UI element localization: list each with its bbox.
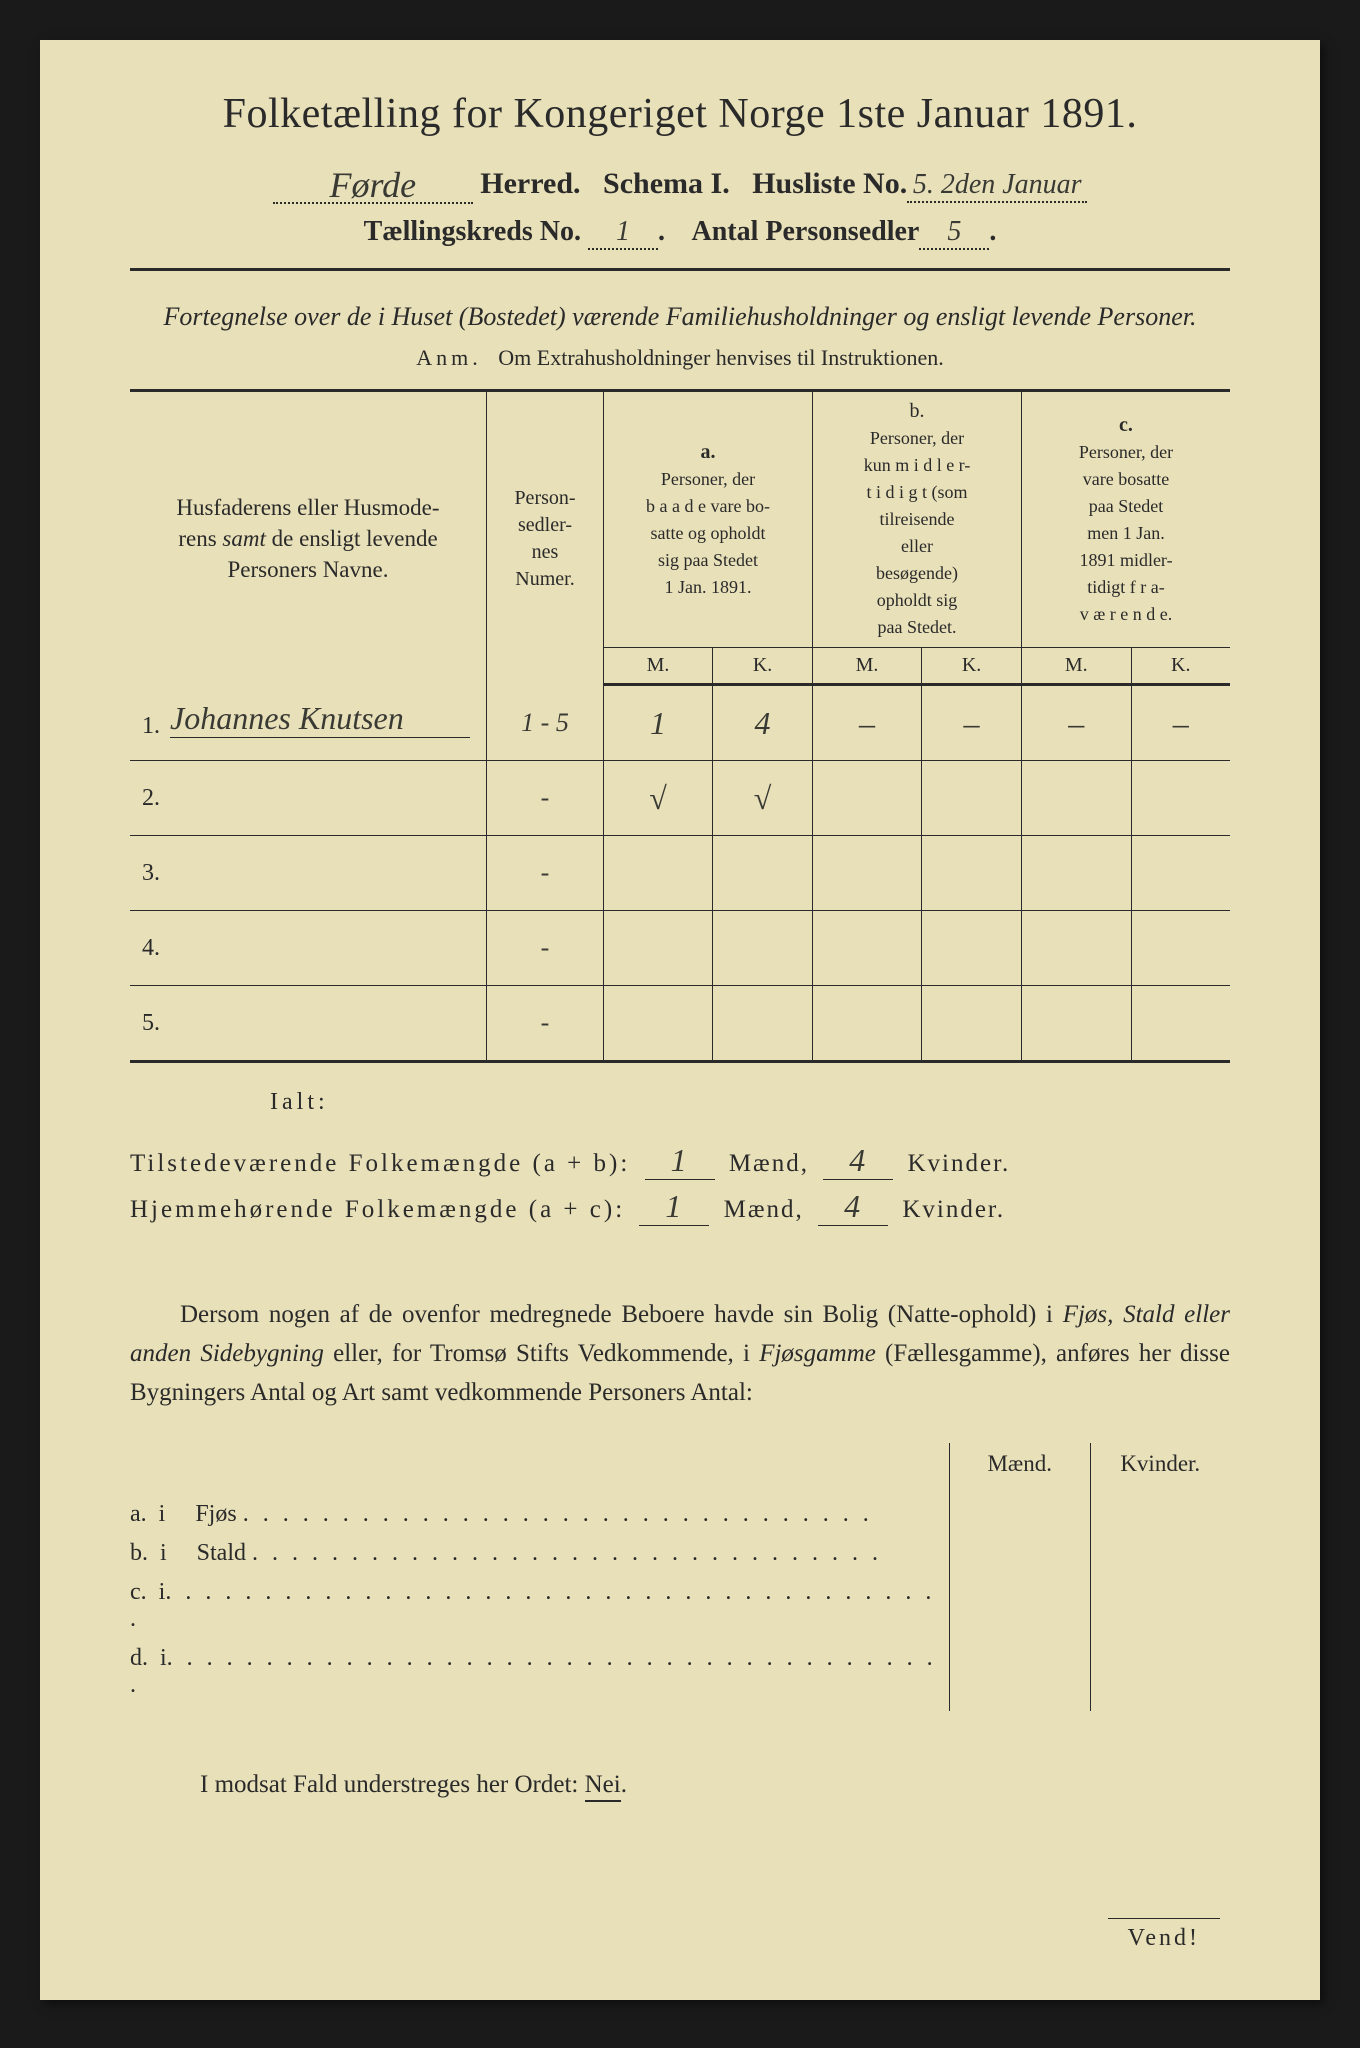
bm-cell xyxy=(813,761,922,836)
cm-cell: – xyxy=(1022,685,1132,761)
cm-cell xyxy=(1022,836,1132,911)
ak-cell: √ xyxy=(713,761,813,836)
bk-cell xyxy=(922,761,1022,836)
page-title: Folketælling for Kongeriget Norge 1ste J… xyxy=(130,90,1230,138)
col-b-k: K. xyxy=(922,648,1022,685)
col-c-k: K. xyxy=(1131,648,1230,685)
herred-label: Herred. xyxy=(480,167,580,200)
instructions-paragraph: Dersom nogen af de ovenfor medregnede Be… xyxy=(130,1296,1230,1412)
ck-cell xyxy=(1131,836,1230,911)
census-form-page: Folketælling for Kongeriget Norge 1ste J… xyxy=(40,40,1320,2000)
col-name-header: Husfaderens eller Husmode-rens samt de e… xyxy=(130,391,487,685)
note-label: Anm. xyxy=(416,345,482,370)
num-cell: - xyxy=(487,761,604,836)
building-section: a. i Fjøs . . . . . . . . . . . . . . . … xyxy=(130,1443,1230,1711)
kreds-value: 1 xyxy=(616,216,630,247)
table-row: 2. - √ √ xyxy=(130,761,1230,836)
ialt-label: Ialt: xyxy=(270,1089,1230,1116)
table-row: 5. - xyxy=(130,986,1230,1062)
antal-value: 5 xyxy=(947,216,961,247)
husliste-field: 5. 2den Januar xyxy=(907,167,1087,203)
bk-cell xyxy=(922,836,1022,911)
bm-cell xyxy=(813,986,922,1062)
col-a-m: M. xyxy=(604,648,713,685)
building-row: a. i Fjøs . . . . . . . . . . . . . . . … xyxy=(130,1501,949,1528)
form-subtitle: Fortegnelse over de i Huset (Bostedet) v… xyxy=(130,299,1230,335)
name-cell: 1.Johannes Knutsen xyxy=(130,685,487,761)
header-line-2: Tællingskreds No. 1. Antal Personsedler5… xyxy=(130,216,1230,250)
col-a-header: a. Personer, derb a a d e vare bo-satte … xyxy=(604,391,813,648)
building-row: d. i. . . . . . . . . . . . . . . . . . … xyxy=(130,1645,949,1699)
bm-cell: – xyxy=(813,685,922,761)
name-cell: 2. xyxy=(130,761,487,836)
building-row: b. i Stald . . . . . . . . . . . . . . .… xyxy=(130,1540,949,1567)
num-cell: - xyxy=(487,836,604,911)
table-row: 4. - xyxy=(130,911,1230,986)
schema-label: Schema I. xyxy=(603,167,730,200)
table-row: 3. - xyxy=(130,836,1230,911)
header-line-1: Førde Herred. Schema I. Husliste No.5. 2… xyxy=(130,160,1230,204)
name-cell: 3. xyxy=(130,836,487,911)
col-a-k: K. xyxy=(713,648,813,685)
ck-cell: – xyxy=(1131,685,1230,761)
ak-cell xyxy=(713,911,813,986)
building-kvinder-header: Kvinder. xyxy=(1091,1443,1231,1711)
name-cell: 4. xyxy=(130,911,487,986)
note-text: Om Extrahusholdninger henvises til Instr… xyxy=(498,345,943,370)
ck-cell xyxy=(1131,911,1230,986)
closing-line: I modsat Fald understreges her Ordet: Ne… xyxy=(130,1771,1230,1799)
building-row: c. i. . . . . . . . . . . . . . . . . . … xyxy=(130,1579,949,1633)
household-table: Husfaderens eller Husmode-rens samt de e… xyxy=(130,389,1230,1063)
bm-cell xyxy=(813,911,922,986)
col-c-header: c. Personer, dervare bosattepaa Stedetme… xyxy=(1022,391,1231,648)
cm-cell xyxy=(1022,986,1132,1062)
col-b-header: b. Personer, derkun m i d l e r-t i d i … xyxy=(813,391,1022,648)
name-cell: 5. xyxy=(130,986,487,1062)
am-cell xyxy=(604,836,713,911)
num-cell: - xyxy=(487,911,604,986)
kreds-field: 1 xyxy=(588,216,658,250)
bk-cell: – xyxy=(922,685,1022,761)
cm-cell xyxy=(1022,761,1132,836)
summary-line-1: Tilstedeværende Folkemængde (a + b): 1 M… xyxy=(130,1142,1230,1180)
kreds-label: Tællingskreds No. xyxy=(364,216,581,247)
divider xyxy=(130,268,1230,271)
ak-cell xyxy=(713,986,813,1062)
bk-cell xyxy=(922,986,1022,1062)
am-cell xyxy=(604,986,713,1062)
herred-field: Førde xyxy=(273,160,473,204)
husliste-label: Husliste No. xyxy=(752,167,907,200)
col-b-m: M. xyxy=(813,648,922,685)
col-num-header: Person-sedler-nesNumer. xyxy=(487,391,604,685)
husliste-value: 5. 2den Januar xyxy=(913,169,1082,200)
antal-field: 5 xyxy=(919,216,989,250)
am-cell: 1 xyxy=(604,685,713,761)
cm-cell xyxy=(1022,911,1132,986)
am-cell xyxy=(604,911,713,986)
table-row: 1.Johannes Knutsen 1 - 5 1 4 – – – – xyxy=(130,685,1230,761)
summary-line-2: Hjemmehørende Folkemængde (a + c): 1 Mæn… xyxy=(130,1188,1230,1226)
building-maend-header: Mænd. xyxy=(950,1443,1091,1711)
num-cell: - xyxy=(487,986,604,1062)
ck-cell xyxy=(1131,761,1230,836)
ck-cell xyxy=(1131,986,1230,1062)
form-note: Anm. Om Extrahusholdninger henvises til … xyxy=(130,345,1230,371)
ak-cell: 4 xyxy=(713,685,813,761)
bm-cell xyxy=(813,836,922,911)
num-cell: 1 - 5 xyxy=(487,685,604,761)
antal-label: Antal Personsedler xyxy=(691,216,919,247)
col-c-m: M. xyxy=(1022,648,1132,685)
nei-word: Nei xyxy=(585,1771,621,1802)
vend-label: Vend! xyxy=(1108,1918,1220,1952)
ak-cell xyxy=(713,836,813,911)
am-cell: √ xyxy=(604,761,713,836)
bk-cell xyxy=(922,911,1022,986)
herred-value: Førde xyxy=(329,165,416,205)
